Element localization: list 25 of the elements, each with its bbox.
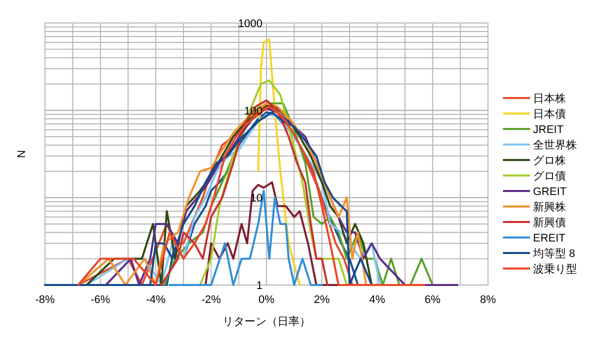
x-tick-label: -4% bbox=[146, 294, 166, 306]
y-axis-title: N bbox=[16, 150, 28, 158]
legend-label: グロ債 bbox=[533, 170, 566, 182]
x-tick-label: -8% bbox=[35, 294, 55, 306]
x-tick-label: 8% bbox=[480, 294, 496, 306]
legend-label: 均等型 8 bbox=[532, 248, 576, 260]
x-tick-label: 6% bbox=[424, 294, 441, 306]
x-tick-label: 4% bbox=[369, 294, 386, 306]
x-tick-label: 0% bbox=[258, 294, 275, 306]
x-tick-label: -6% bbox=[90, 294, 110, 306]
legend-label: 日本債 bbox=[533, 108, 566, 120]
legend-label: JREIT bbox=[533, 124, 564, 136]
x-tick-label: 2% bbox=[314, 294, 330, 306]
legend-label: グロ株 bbox=[533, 154, 566, 167]
legend-label: 日本株 bbox=[533, 92, 566, 105]
x-tick-label: -2% bbox=[201, 294, 222, 306]
legend-label: 新興株 bbox=[533, 200, 566, 214]
legend-label: EREIT bbox=[533, 232, 566, 244]
legend-label: 全世界株 bbox=[533, 138, 577, 152]
x-axis-title: リターン（日率） bbox=[222, 315, 310, 328]
y-tick-label: 1 bbox=[256, 280, 262, 292]
legend-label: 新興債 bbox=[533, 216, 566, 229]
legend-label: 波乗り型 bbox=[533, 262, 577, 276]
legend-label: GREIT bbox=[533, 186, 567, 198]
y-tick-label: 1000 bbox=[238, 18, 262, 30]
